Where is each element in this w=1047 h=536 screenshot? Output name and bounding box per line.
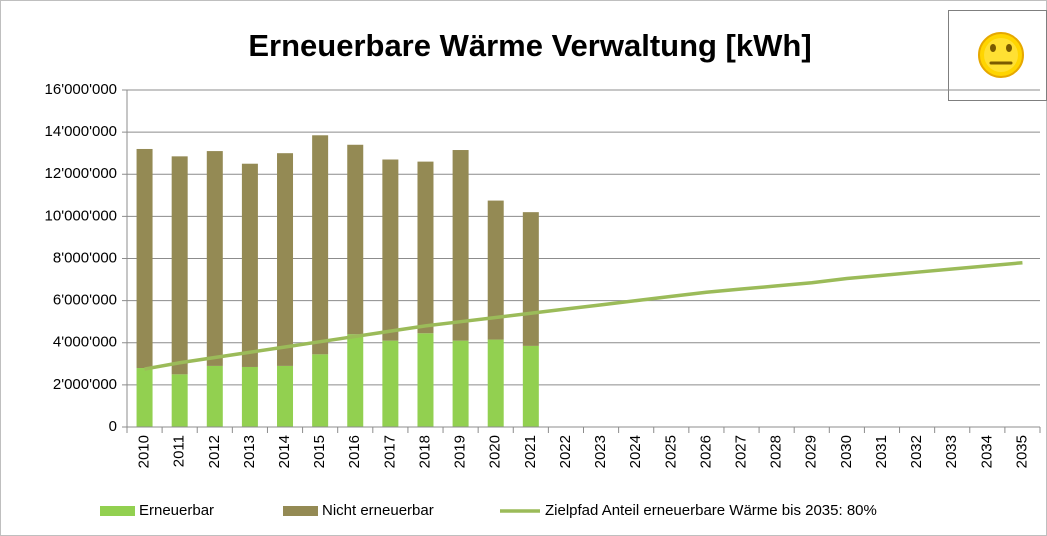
x-tick-label: 2033 <box>943 435 960 468</box>
bar <box>206 365 223 427</box>
legend-label: Erneuerbar <box>139 502 214 519</box>
mood-icon <box>948 10 1047 101</box>
bar <box>136 368 153 427</box>
bar <box>382 159 399 341</box>
x-tick-label: 2019 <box>452 435 469 468</box>
y-tick-label: 12'000'000 <box>45 165 117 182</box>
bar <box>347 144 364 335</box>
x-tick-label: 2014 <box>276 435 293 468</box>
bar <box>522 212 539 346</box>
line <box>144 260 1023 371</box>
bar <box>277 365 294 427</box>
x-tick-label: 2013 <box>241 435 258 468</box>
x-tick-label: 2032 <box>908 435 925 468</box>
x-tick-label: 2017 <box>381 435 398 468</box>
x-tick-label: 2034 <box>978 435 995 468</box>
x-tick-label: 2028 <box>768 435 785 468</box>
bar <box>347 334 364 427</box>
bar <box>312 354 329 427</box>
x-tick-label: 2030 <box>838 435 855 468</box>
x-tick-label: 2021 <box>522 435 539 468</box>
x-tick-label: 2029 <box>803 435 820 468</box>
bar <box>277 153 294 366</box>
bar <box>417 161 434 334</box>
x-tick-label: 2018 <box>416 435 433 468</box>
legend-swatch <box>283 506 318 516</box>
y-tick-label: 0 <box>109 418 117 435</box>
y-tick-label: 16'000'000 <box>45 81 117 98</box>
y-tick-label: 4'000'000 <box>53 334 117 351</box>
y-tick-label: 10'000'000 <box>45 207 117 224</box>
x-tick-label: 2012 <box>206 435 223 468</box>
y-tick-label: 8'000'000 <box>53 249 117 266</box>
legend-label: Zielpfad Anteil erneuerbare Wärme bis 20… <box>545 502 877 519</box>
bar <box>522 345 539 427</box>
x-tick-label: 2011 <box>171 435 188 467</box>
bar <box>206 151 223 366</box>
x-tick-label: 2024 <box>627 435 644 468</box>
x-tick-label: 2026 <box>697 435 714 468</box>
bar <box>241 366 258 427</box>
x-tick-label: 2016 <box>346 435 363 468</box>
y-tick-label: 2'000'000 <box>53 376 117 393</box>
x-tick-label: 2031 <box>873 435 890 468</box>
bar <box>171 156 188 375</box>
bar <box>312 135 329 355</box>
y-tick-label: 14'000'000 <box>45 123 117 140</box>
x-tick-label: 2020 <box>487 435 504 468</box>
bar <box>452 340 469 427</box>
x-tick-label: 2025 <box>662 435 679 468</box>
bar <box>417 333 434 427</box>
x-tick-label: 2015 <box>311 435 328 468</box>
bar <box>171 374 188 427</box>
bar <box>382 340 399 427</box>
x-tick-label: 2022 <box>557 435 574 468</box>
legend-label: Nicht erneuerbar <box>322 502 434 519</box>
bar <box>136 148 153 369</box>
x-tick-label: 2023 <box>592 435 609 468</box>
legend-swatch <box>100 506 135 516</box>
bar <box>487 200 504 340</box>
bar <box>487 339 504 427</box>
bar <box>241 163 258 367</box>
x-tick-label: 2035 <box>1013 435 1030 468</box>
y-tick-label: 6'000'000 <box>53 292 117 309</box>
x-tick-label: 2027 <box>732 435 749 468</box>
x-tick-label: 2010 <box>136 435 153 468</box>
chart-title: Erneuerbare Wärme Verwaltung [kWh] <box>248 28 811 63</box>
bar <box>452 150 469 341</box>
